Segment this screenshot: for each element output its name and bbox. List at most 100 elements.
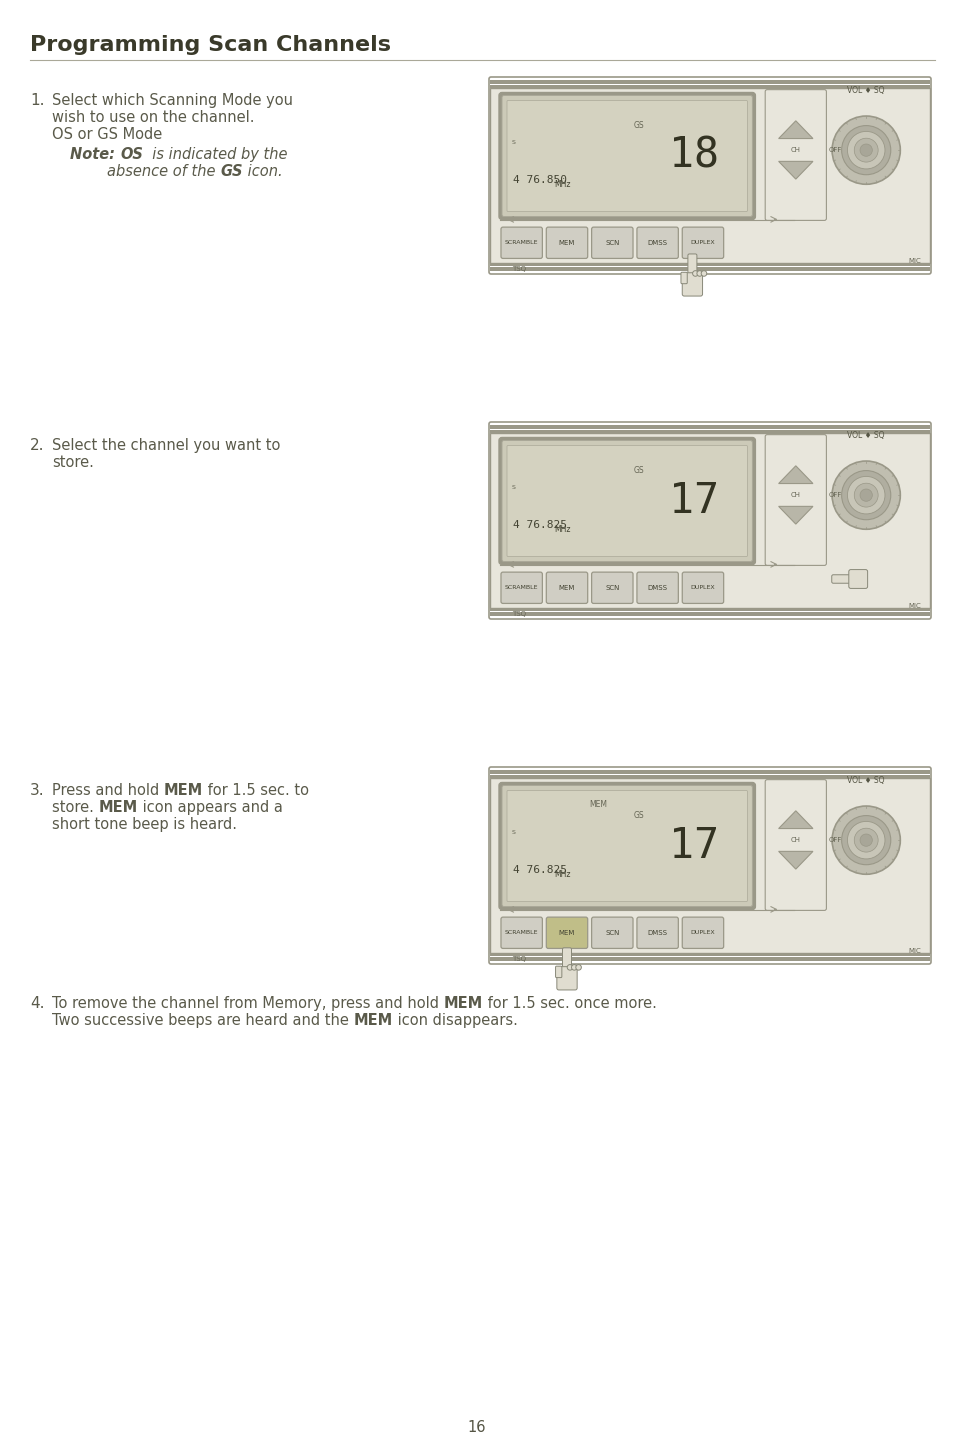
FancyBboxPatch shape — [681, 572, 723, 604]
Text: 16: 16 — [467, 1420, 486, 1435]
Text: 17: 17 — [668, 480, 719, 522]
Text: absence of the: absence of the — [70, 164, 220, 179]
Text: MHz: MHz — [554, 180, 571, 189]
FancyBboxPatch shape — [498, 438, 755, 565]
Text: is indicated by the: is indicated by the — [143, 147, 287, 162]
Polygon shape — [778, 851, 812, 869]
Text: OFF: OFF — [827, 147, 841, 153]
Text: Programming Scan Channels: Programming Scan Channels — [30, 35, 391, 55]
Text: 17: 17 — [668, 825, 719, 867]
Bar — [490, 431, 929, 434]
Text: DMSS: DMSS — [647, 240, 667, 246]
Text: SCN: SCN — [604, 930, 618, 936]
Bar — [490, 87, 929, 263]
Text: icon.: icon. — [242, 164, 282, 179]
FancyBboxPatch shape — [501, 786, 752, 906]
Text: OS or GS Mode: OS or GS Mode — [52, 127, 162, 143]
Text: MEM: MEM — [164, 783, 203, 797]
Text: MEM: MEM — [558, 585, 575, 591]
Text: 4.: 4. — [30, 997, 45, 1011]
FancyBboxPatch shape — [591, 917, 633, 949]
FancyBboxPatch shape — [687, 255, 697, 278]
FancyBboxPatch shape — [764, 780, 825, 911]
Text: S: S — [512, 831, 516, 835]
FancyBboxPatch shape — [637, 917, 678, 949]
Circle shape — [846, 131, 884, 169]
Text: Two successive beeps are heard and the: Two successive beeps are heard and the — [52, 1013, 354, 1029]
FancyBboxPatch shape — [591, 227, 633, 259]
Bar — [490, 84, 929, 87]
Bar — [490, 263, 929, 266]
FancyBboxPatch shape — [591, 572, 633, 604]
Text: To remove the channel from Memory, press and hold: To remove the channel from Memory, press… — [52, 997, 443, 1011]
Bar — [490, 957, 929, 960]
FancyBboxPatch shape — [764, 435, 825, 566]
Polygon shape — [778, 466, 812, 483]
Circle shape — [576, 965, 580, 970]
Text: OS: OS — [120, 147, 143, 162]
Text: OFF: OFF — [827, 492, 841, 498]
Text: for 1.5 sec. to: for 1.5 sec. to — [203, 783, 309, 797]
FancyBboxPatch shape — [500, 917, 542, 949]
FancyBboxPatch shape — [637, 227, 678, 259]
Circle shape — [697, 271, 701, 276]
FancyBboxPatch shape — [681, 917, 723, 949]
Text: TSQ: TSQ — [511, 266, 525, 272]
Text: DMSS: DMSS — [647, 930, 667, 936]
Bar — [490, 778, 929, 953]
Bar — [490, 425, 929, 429]
Circle shape — [853, 828, 877, 853]
Text: TSQ: TSQ — [511, 611, 525, 617]
Text: GS: GS — [633, 121, 644, 129]
Text: for 1.5 sec. once more.: for 1.5 sec. once more. — [482, 997, 656, 1011]
Text: Select which Scanning Mode you: Select which Scanning Mode you — [52, 93, 293, 108]
Text: MHz: MHz — [554, 870, 571, 879]
Bar — [490, 613, 929, 615]
Text: icon appears and a: icon appears and a — [137, 800, 282, 815]
FancyBboxPatch shape — [555, 966, 561, 978]
Circle shape — [831, 461, 900, 530]
Text: MIC: MIC — [907, 259, 921, 265]
Text: store.: store. — [52, 800, 98, 815]
Circle shape — [860, 834, 871, 847]
Polygon shape — [778, 506, 812, 524]
Text: short tone beep is heard.: short tone beep is heard. — [52, 818, 236, 832]
Circle shape — [567, 965, 572, 970]
Text: Note:: Note: — [70, 147, 120, 162]
FancyBboxPatch shape — [546, 917, 587, 949]
FancyBboxPatch shape — [848, 569, 866, 588]
Text: SCN: SCN — [604, 240, 618, 246]
Text: MEM: MEM — [354, 1013, 393, 1029]
Text: icon disappears.: icon disappears. — [393, 1013, 517, 1029]
Text: GS: GS — [633, 810, 644, 821]
Text: 18: 18 — [668, 135, 719, 178]
Text: DUPLEX: DUPLEX — [690, 585, 715, 591]
Text: S: S — [512, 141, 516, 146]
Bar — [490, 434, 929, 608]
Circle shape — [860, 144, 871, 156]
Text: OFF: OFF — [827, 837, 841, 842]
Text: 4 76.825: 4 76.825 — [513, 519, 566, 530]
Circle shape — [831, 116, 900, 185]
Text: MEM: MEM — [443, 997, 482, 1011]
FancyBboxPatch shape — [680, 272, 686, 284]
Text: MEM: MEM — [558, 240, 575, 246]
FancyBboxPatch shape — [501, 96, 752, 217]
Bar — [490, 80, 929, 84]
Text: SCRAMBLE: SCRAMBLE — [504, 240, 537, 246]
FancyBboxPatch shape — [506, 445, 746, 556]
Text: S: S — [512, 486, 516, 490]
Text: MEM: MEM — [558, 930, 575, 936]
Text: VOL ♦ SQ: VOL ♦ SQ — [846, 431, 884, 441]
FancyBboxPatch shape — [637, 572, 678, 604]
FancyBboxPatch shape — [557, 966, 577, 989]
FancyBboxPatch shape — [764, 90, 825, 220]
Text: SCN: SCN — [604, 585, 618, 591]
Text: 1.: 1. — [30, 93, 45, 108]
Bar — [490, 268, 929, 271]
Text: Press and hold: Press and hold — [52, 783, 164, 797]
Text: CH: CH — [790, 492, 800, 498]
Text: MIC: MIC — [907, 949, 921, 954]
Bar — [490, 776, 929, 778]
Text: MEM: MEM — [98, 800, 137, 815]
